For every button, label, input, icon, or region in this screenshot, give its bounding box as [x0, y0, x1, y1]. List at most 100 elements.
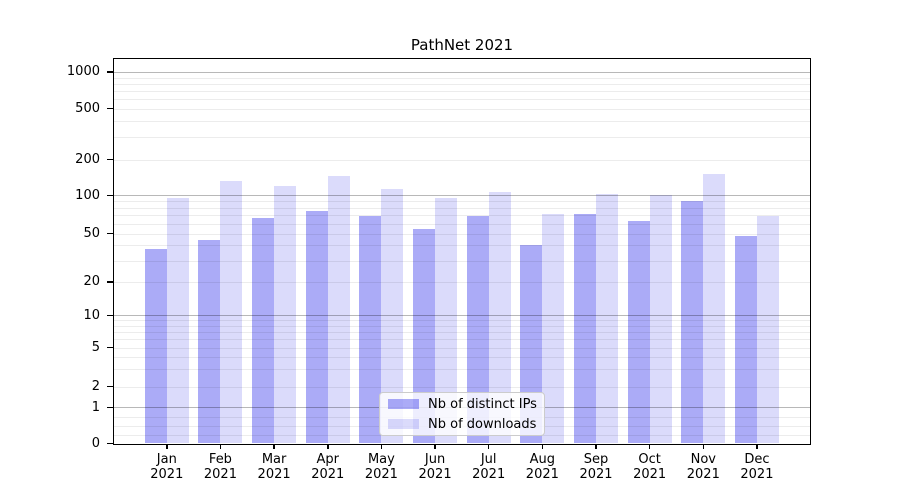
bar-distinct-ips-nov — [681, 200, 704, 444]
x-tick-label: May 2021 — [364, 451, 398, 483]
x-tick-label: Aug 2021 — [525, 451, 559, 483]
bar-downloads-may — [381, 189, 404, 444]
x-tick-label: Jul 2021 — [472, 451, 506, 483]
y-tick-label: 100 — [75, 187, 100, 203]
gridline-minor — [114, 356, 810, 358]
bar-downloads-dec — [756, 215, 779, 444]
y-tick-label: 2 — [91, 378, 100, 394]
y-tick-mark — [107, 406, 113, 409]
bar-downloads-jan — [166, 198, 189, 444]
gridline-minor — [114, 201, 810, 203]
legend-item-downloads: Nb of downloads — [388, 417, 544, 432]
x-tick-label: Dec 2021 — [740, 451, 774, 483]
x-tick-label: Sep 2021 — [579, 451, 613, 483]
bar-distinct-ips-mar — [252, 218, 275, 444]
gridline-minor — [114, 325, 810, 327]
legend-label-distinct-ips: Nb of distinct IPs — [428, 396, 537, 412]
x-tick-mark — [595, 444, 597, 449]
gridline-minor — [114, 159, 810, 161]
y-tick-mark — [107, 442, 113, 445]
bar-distinct-ips-dec — [734, 235, 757, 444]
gridline-minor — [114, 207, 810, 209]
y-tick-mark — [107, 385, 113, 388]
gridline-minor — [114, 98, 810, 100]
bar-downloads-sep — [596, 193, 618, 444]
bar-downloads-apr — [327, 176, 350, 444]
legend-label-downloads: Nb of downloads — [428, 416, 537, 432]
bar-distinct-ips-jan — [144, 249, 167, 444]
gridline-minor — [114, 108, 810, 110]
gridline-minor — [114, 282, 810, 283]
gridline-minor — [114, 77, 810, 79]
x-tick-mark — [541, 444, 544, 449]
legend: Nb of distinct IPs Nb of downloads — [379, 392, 545, 436]
y-tick-mark — [107, 107, 113, 110]
x-tick-mark — [166, 444, 168, 449]
legend-item-distinct-ips: Nb of distinct IPs — [388, 397, 544, 412]
x-tick-mark — [380, 444, 383, 449]
gridline-minor — [114, 369, 810, 371]
gridline-minor — [114, 260, 810, 262]
gridline-minor — [114, 90, 810, 92]
x-tick-label: Apr 2021 — [311, 451, 345, 483]
bar-downloads-aug — [542, 213, 565, 444]
gridline-minor — [114, 136, 810, 138]
gridline-major — [114, 195, 810, 197]
y-tick-mark — [107, 194, 113, 197]
chart-title: PathNet 2021 — [410, 36, 514, 54]
y-tick-label: 10 — [83, 307, 100, 323]
gridline-minor — [114, 320, 810, 322]
grid-layer — [114, 59, 810, 444]
bar-distinct-ips-feb — [198, 240, 221, 444]
y-tick-label: 20 — [83, 274, 100, 289]
y-tick-mark — [107, 158, 113, 161]
bar-distinct-ips-jun — [413, 229, 436, 444]
y-tick-label: 1 — [91, 399, 100, 415]
x-tick-mark — [756, 444, 758, 449]
bar-downloads-feb — [220, 181, 243, 444]
y-tick-label: 5 — [91, 339, 100, 355]
y-tick-label: 500 — [75, 100, 100, 116]
plot-area — [114, 59, 810, 444]
y-tick-mark — [107, 314, 113, 317]
legend-swatch-downloads — [388, 419, 419, 429]
x-tick-label: Jan 2021 — [150, 451, 184, 483]
bar-downloads-oct — [649, 194, 672, 444]
gridline-minor — [114, 347, 810, 349]
bar-downloads-jun — [435, 197, 458, 444]
gridline-minor — [114, 386, 810, 388]
y-tick-mark — [107, 346, 113, 349]
x-tick-label: Mar 2021 — [257, 451, 291, 483]
bar-downloads-jul — [488, 192, 511, 444]
gridline-minor — [114, 233, 810, 235]
gridline-minor — [114, 120, 810, 122]
y-tick-label: 200 — [75, 151, 100, 167]
x-tick-mark — [487, 444, 490, 449]
gridline-major — [114, 315, 810, 317]
x-tick-mark — [273, 444, 275, 449]
x-tick-mark — [702, 444, 705, 449]
y-tick-mark — [107, 281, 113, 283]
gridline-minor — [114, 223, 810, 225]
y-tick-mark — [107, 71, 113, 73]
x-tick-label: Feb 2021 — [203, 451, 237, 483]
x-tick-label: Oct 2021 — [633, 451, 667, 483]
y-tick-label: 0 — [91, 435, 100, 451]
gridline-major — [114, 71, 810, 73]
x-tick-mark — [327, 444, 329, 449]
gridline-minor — [114, 245, 810, 247]
gridline-minor — [114, 83, 810, 85]
bar-distinct-ips-apr — [305, 211, 328, 444]
x-tick-mark — [648, 444, 651, 449]
bar-downloads-mar — [274, 186, 297, 444]
y-tick-label: 1000 — [66, 64, 100, 79]
bar-distinct-ips-may — [359, 215, 382, 444]
x-tick-label: Nov 2021 — [686, 451, 720, 483]
bar-distinct-ips-oct — [627, 220, 650, 444]
y-tick-mark — [107, 232, 113, 235]
x-tick-mark — [434, 444, 436, 449]
x-tick-label: Jun 2021 — [418, 451, 452, 483]
gridline-minor — [114, 215, 810, 217]
bar-distinct-ips-sep — [574, 213, 596, 444]
